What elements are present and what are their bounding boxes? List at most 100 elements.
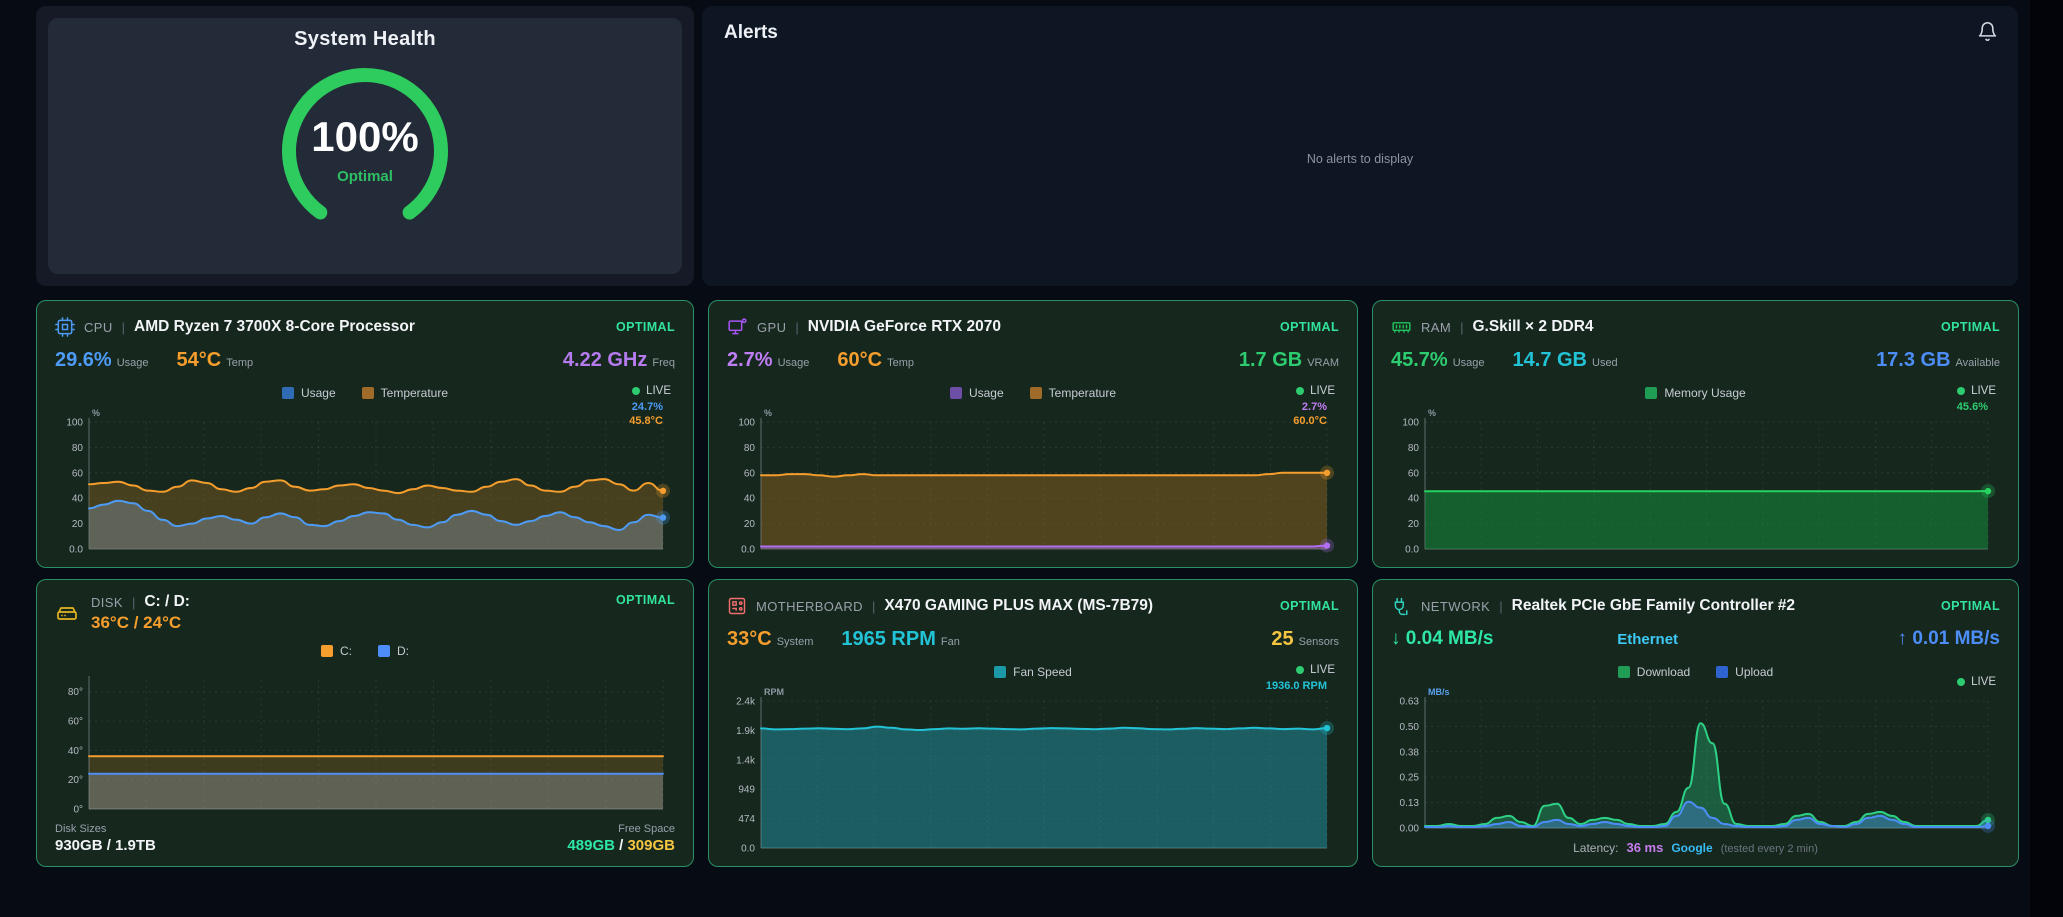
svg-text:1.4k: 1.4k	[736, 755, 756, 766]
network-chart-svg: 0.000.130.250.380.500.63MB/s	[1391, 686, 2000, 836]
live-dot-icon	[1296, 666, 1304, 674]
live-dot-icon	[1957, 678, 1965, 686]
ram-stats-row: 45.7% Usage 14.7 GB Used 17.3 GB Availab…	[1391, 349, 2000, 375]
ram-chart: 0.020406080100% 45.6%	[1391, 407, 2000, 557]
gpu-card-header: GPU | NVIDIA GeForce RTX 2070 OPTIMAL	[727, 314, 1339, 340]
gpu-monitor-icon	[727, 317, 748, 337]
status-badge: OPTIMAL	[1280, 599, 1339, 613]
motherboard-circuit-icon	[727, 596, 747, 616]
status-badge: OPTIMAL	[616, 593, 675, 607]
legend-swatch	[1618, 666, 1630, 678]
svg-text:60: 60	[744, 468, 756, 479]
legend-item-temperature[interactable]: Temperature	[1030, 386, 1116, 400]
cpu-card-header: CPU | AMD Ryzen 7 3700X 8-Core Processor…	[55, 314, 675, 340]
fan-rpm-stat: 1965 RPM Fan	[841, 628, 959, 651]
gpu-chart-svg: 0.020406080100%	[727, 407, 1339, 557]
svg-text:60: 60	[72, 468, 84, 479]
chart-current-values: 1936.0 RPM	[1266, 679, 1327, 693]
live-indicator: LIVE	[632, 385, 671, 397]
upload-stat: ↑ 0.01 MB/s	[1898, 628, 2000, 650]
disk-card: DISK | C: / D: 36°C / 24°C OPTIMAL C: D:	[36, 579, 694, 867]
legend-item-usage[interactable]: Usage	[282, 386, 336, 400]
header-separator: |	[1460, 320, 1463, 335]
live-dot-icon	[632, 387, 640, 395]
motherboard-legend-row: Fan Speed LIVE	[727, 662, 1339, 682]
svg-text:%: %	[92, 408, 100, 418]
motherboard-card-header: MOTHERBOARD | X470 GAMING PLUS MAX (MS-7…	[727, 593, 1339, 619]
ram-card: RAM | G.Skill × 2 DDR4 OPTIMAL 45.7% Usa…	[1372, 300, 2019, 568]
svg-text:40: 40	[1408, 494, 1420, 505]
gpu-usage-stat: 2.7% Usage	[727, 349, 809, 372]
cpu-freq-stat: 4.22 GHz Freq	[563, 349, 675, 372]
svg-text:80: 80	[744, 443, 756, 454]
page-right-gutter	[2030, 0, 2063, 917]
svg-text:0.0: 0.0	[741, 545, 755, 556]
alerts-title: Alerts	[724, 22, 1996, 44]
svg-text:40°: 40°	[68, 746, 83, 757]
card-device-name: C: / D:	[144, 593, 190, 611]
disk-drive-icon	[55, 601, 79, 625]
alerts-empty-message: No alerts to display	[702, 152, 2018, 166]
legend-swatch	[950, 387, 962, 399]
network-card-header: NETWORK | Realtek PCIe GbE Family Contro…	[1391, 593, 2000, 619]
header-separator: |	[795, 320, 798, 335]
network-legend-row: Download Upload LIVE	[1391, 662, 2000, 682]
network-chart: 0.000.130.250.380.500.63MB/s	[1391, 686, 2000, 836]
status-badge: OPTIMAL	[616, 320, 675, 334]
svg-text:100: 100	[66, 418, 83, 429]
legend-item-drive-c[interactable]: C:	[321, 644, 352, 658]
latency-note: (tested every 2 min)	[1721, 843, 1818, 855]
gpu-legend-row: Usage Temperature LIVE	[727, 383, 1339, 403]
svg-text:949: 949	[738, 785, 755, 796]
sensors-stat: 25 Sensors	[1271, 628, 1339, 651]
svg-text:40: 40	[744, 494, 756, 505]
latency-value: 36 ms	[1626, 840, 1663, 855]
legend-item-fan-speed[interactable]: Fan Speed	[994, 665, 1072, 679]
svg-text:80: 80	[1408, 443, 1420, 454]
card-device-name: AMD Ryzen 7 3700X 8-Core Processor	[134, 318, 415, 336]
legend-item-download[interactable]: Download	[1618, 665, 1690, 679]
disk-legend-row: C: D:	[55, 641, 675, 661]
svg-text:0.50: 0.50	[1400, 722, 1420, 733]
legend-item-temperature[interactable]: Temperature	[362, 386, 448, 400]
legend-swatch	[378, 645, 390, 657]
cpu-temp-stat: 54°C Temp	[177, 349, 254, 372]
health-gauge-status: Optimal	[337, 168, 393, 185]
motherboard-card: MOTHERBOARD | X470 GAMING PLUS MAX (MS-7…	[708, 579, 1358, 867]
system-temp-stat: 33°C System	[727, 628, 813, 651]
network-stats-row: ↓ 0.04 MB/s Ethernet ↑ 0.01 MB/s	[1391, 628, 2000, 654]
disk-sizes: Disk Sizes 930GB / 1.9TB	[55, 823, 156, 854]
legend-item-memory-usage[interactable]: Memory Usage	[1645, 386, 1745, 400]
network-card: NETWORK | Realtek PCIe GbE Family Contro…	[1372, 579, 2019, 867]
svg-text:0.0: 0.0	[741, 844, 755, 855]
legend-item-usage[interactable]: Usage	[950, 386, 1004, 400]
svg-text:MB/s: MB/s	[1428, 687, 1450, 697]
chart-current-values: 45.6%	[1957, 400, 1988, 414]
middle-row: CPU | AMD Ryzen 7 3700X 8-Core Processor…	[36, 300, 2020, 565]
gpu-stats-row: 2.7% Usage 60°C Temp 1.7 GB VRAM	[727, 349, 1339, 375]
status-badge: OPTIMAL	[1941, 320, 2000, 334]
svg-text:40: 40	[72, 494, 84, 505]
latency-target[interactable]: Google	[1671, 841, 1712, 855]
legend-swatch	[1645, 387, 1657, 399]
gpu-chart: 0.020406080100% 2.7% 60.0°C	[727, 407, 1339, 557]
bell-icon[interactable]	[1977, 20, 1998, 43]
svg-text:0.00: 0.00	[1400, 824, 1420, 835]
legend-item-drive-d[interactable]: D:	[378, 644, 409, 658]
disk-chart: 0°20°40°60°80°	[55, 665, 675, 817]
svg-text:0.38: 0.38	[1400, 747, 1420, 758]
svg-text:20°: 20°	[68, 775, 83, 786]
legend-swatch	[994, 666, 1006, 678]
ram-card-header: RAM | G.Skill × 2 DDR4 OPTIMAL	[1391, 314, 2000, 340]
status-badge: OPTIMAL	[1280, 320, 1339, 334]
gpu-temp-stat: 60°C Temp	[837, 349, 914, 372]
svg-text:0.63: 0.63	[1400, 697, 1420, 708]
ram-available-stat: 17.3 GB Available	[1876, 349, 2000, 372]
disk-card-header: DISK | C: / D: 36°C / 24°C	[55, 593, 675, 633]
svg-text:474: 474	[738, 814, 755, 825]
legend-item-upload[interactable]: Upload	[1716, 665, 1773, 679]
chart-current-values: 2.7% 60.0°C	[1293, 400, 1327, 428]
ram-used-stat: 14.7 GB Used	[1513, 349, 1618, 372]
live-indicator: LIVE	[1296, 385, 1335, 397]
live-indicator: LIVE	[1296, 664, 1335, 676]
